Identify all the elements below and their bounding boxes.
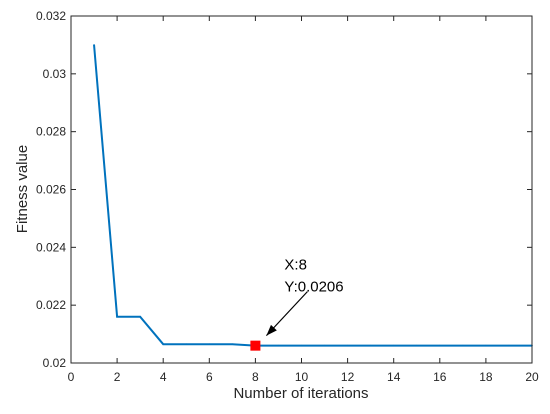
data-point [369,344,372,347]
data-point [508,344,510,347]
data-point [323,344,326,347]
datatip-x-label: X:8 [284,257,307,274]
y-tick-label: 0.022 [36,298,66,312]
data-point [439,344,441,347]
x-tick-label: 18 [479,370,493,384]
plot-frame [70,15,533,364]
data-point [415,344,418,347]
x-tick-label: 10 [295,370,309,384]
data-point [139,315,141,318]
axis-tick-labels: 0 2 4 6 8 10 12 14 16 18 20 0.02 0.022 0.024 0.026 0.02… [36,9,539,384]
y-tick-label: 0.024 [36,240,66,254]
datatip-marker [250,340,261,351]
data-point [208,343,211,346]
x-axis-title: Number of iterations [233,385,368,402]
data-point [277,344,280,347]
datatip-y-label: Y:0.0206 [284,279,343,296]
y-axis-title: Fitness value [14,145,31,233]
data-point [93,44,95,46]
data-point [346,344,349,347]
data-point [116,315,118,318]
x-tick-label: 4 [160,370,167,384]
data-point [392,344,395,347]
y-tick-label: 0.028 [36,125,66,139]
x-tick-label: 6 [206,370,213,384]
plot-area [71,16,532,363]
x-tick-label: 20 [525,370,539,384]
x-tick-label: 14 [387,370,401,384]
x-tick-label: 2 [114,370,121,384]
x-tick-label: 8 [252,370,259,384]
data-point [231,343,234,346]
y-tick-label: 0.02 [43,356,67,370]
data-point [162,343,164,346]
y-tick-label: 0.032 [36,9,66,23]
x-tick-label: 0 [68,370,75,384]
data-point [300,344,303,347]
data-point [485,344,487,347]
datatip-arrowhead [266,324,277,336]
data-point [185,343,188,346]
data-point [462,344,464,347]
y-tick-label: 0.026 [36,183,66,197]
x-tick-label: 16 [433,370,447,384]
x-tick-label: 12 [341,370,355,384]
y-tick-label: 0.03 [43,67,67,81]
fitness-series-line [93,44,532,347]
